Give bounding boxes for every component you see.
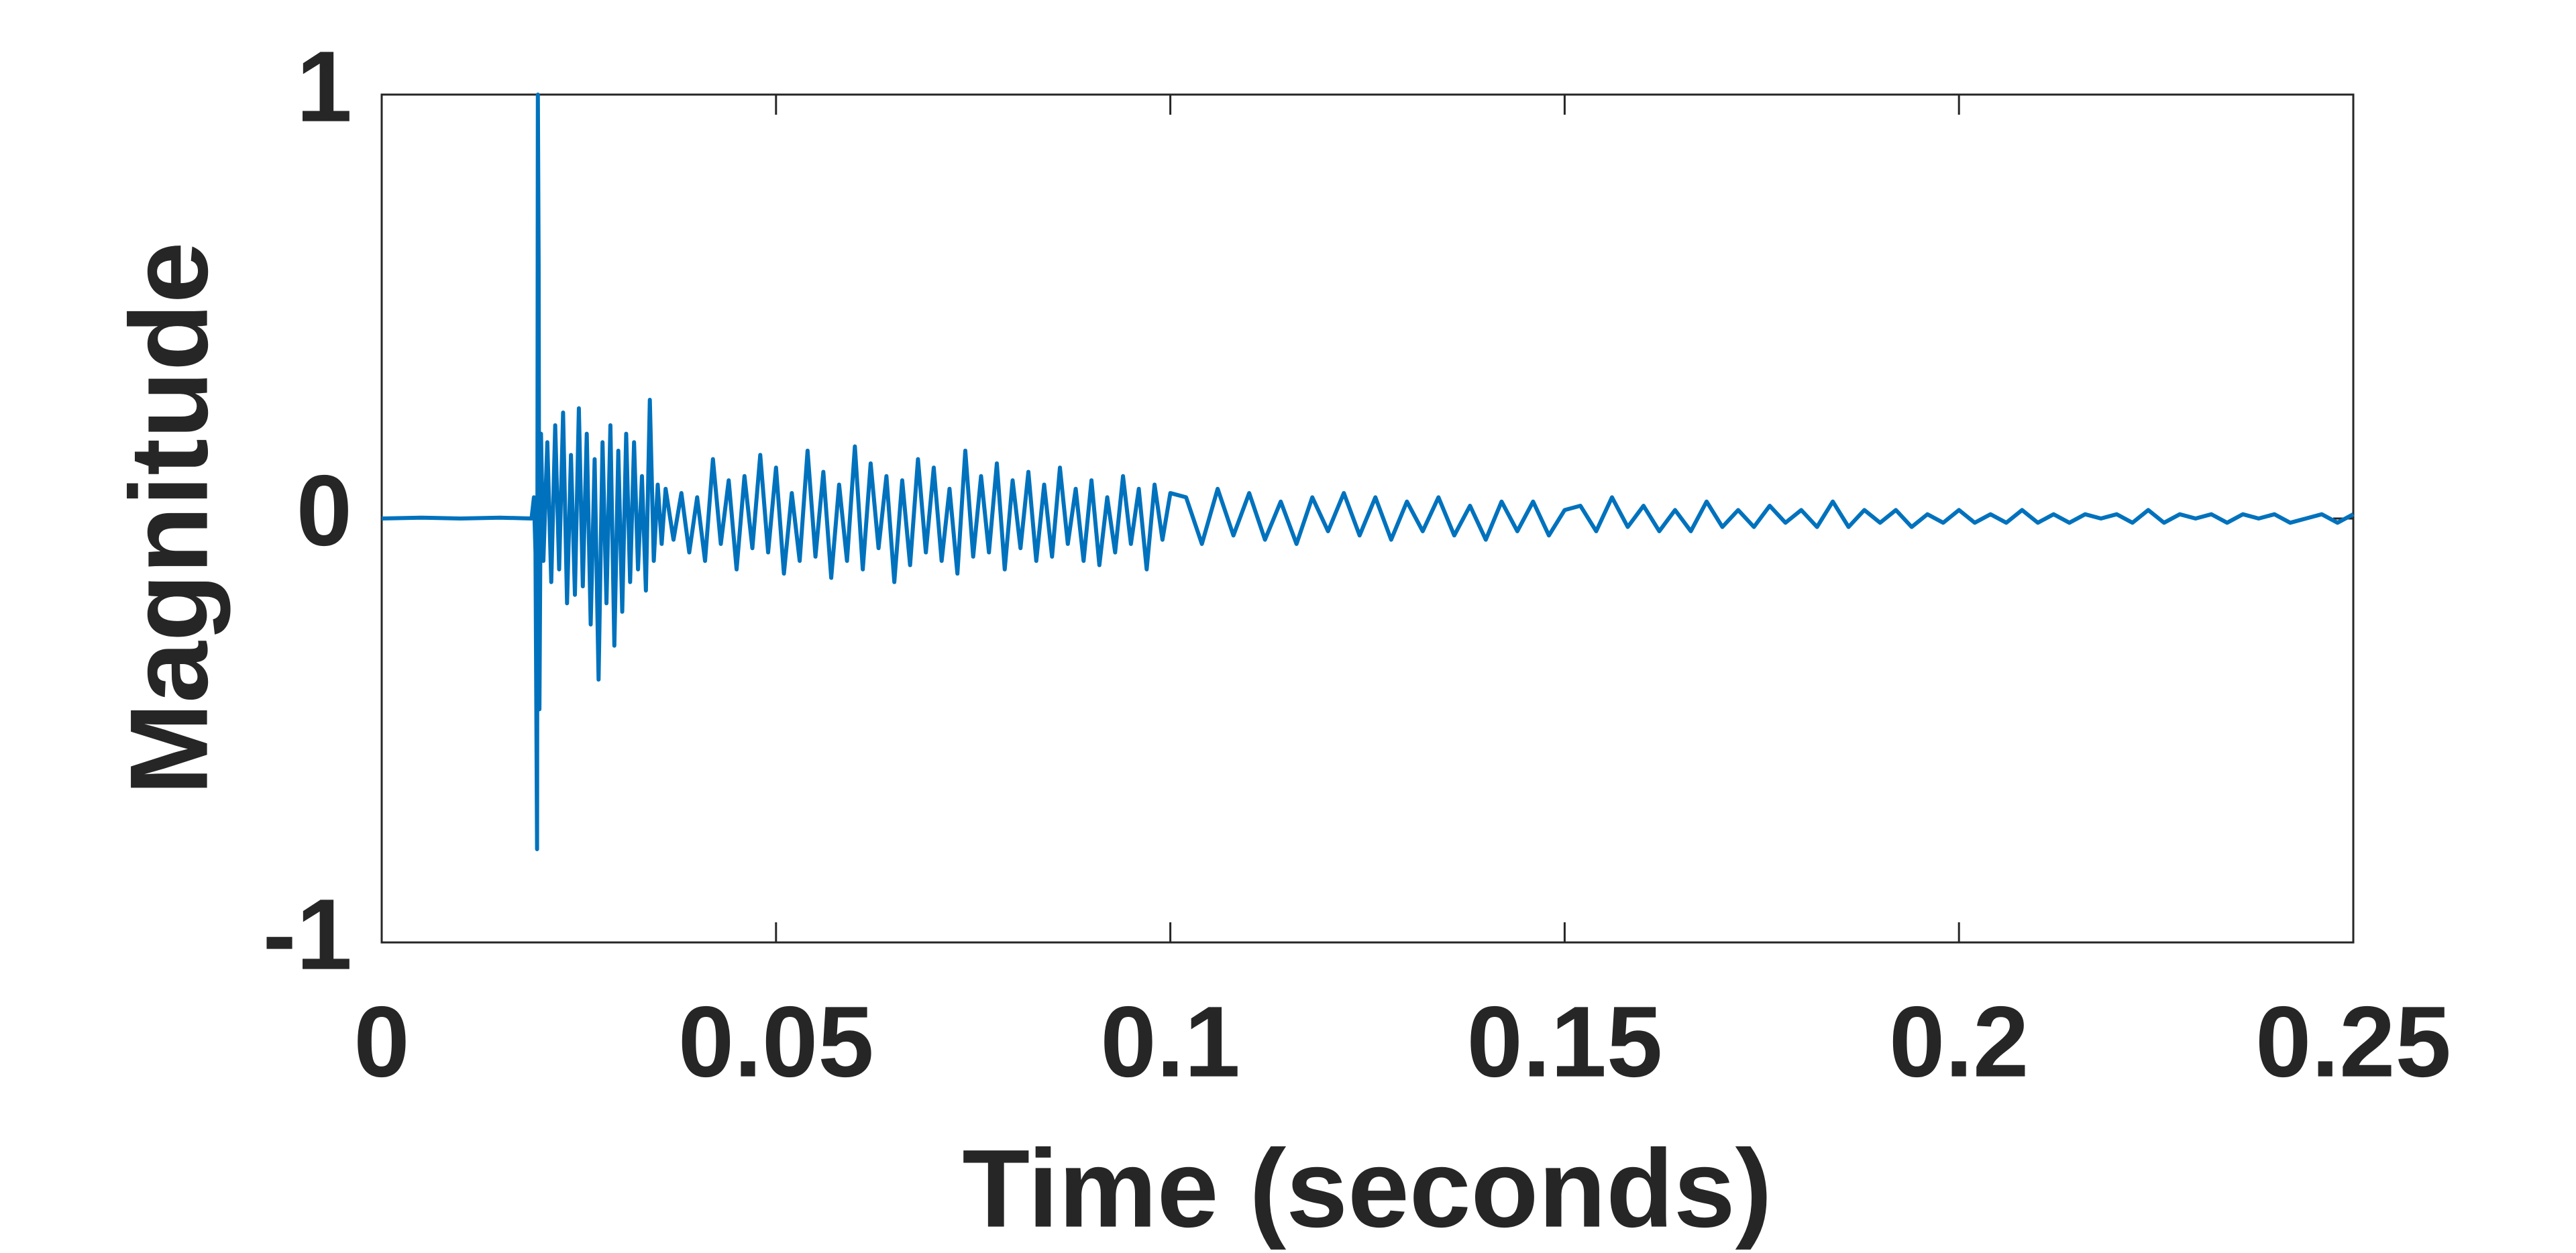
x-tick-label: 0.2: [1889, 985, 2029, 1098]
x-tick-label: 0.15: [1466, 985, 1662, 1098]
x-tick-label: 0.05: [678, 985, 874, 1098]
x-tick-label: 0.1: [1100, 985, 1240, 1098]
y-tick-label: -1: [263, 878, 352, 991]
y-tick-label: 1: [297, 30, 352, 143]
x-tick-label: 0: [354, 985, 409, 1098]
series-line: [381, 93, 2355, 851]
x-tick-label: 0.25: [2255, 985, 2451, 1098]
y-axis-label: Magnitude: [107, 242, 231, 796]
x-axis-label: Time (seconds): [962, 1127, 1772, 1250]
y-tick-label: 0: [297, 454, 352, 567]
